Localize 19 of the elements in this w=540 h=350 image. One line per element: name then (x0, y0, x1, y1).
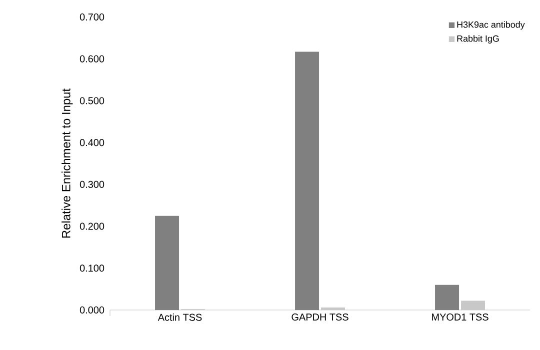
bar (435, 284, 460, 310)
x-tick-label: MYOD1 TSS (432, 314, 488, 321)
y-tick-label: 0.700 (80, 13, 104, 21)
y-tick-label: 0.400 (80, 139, 104, 146)
bar (321, 307, 346, 310)
y-tick-label: 0.500 (80, 97, 104, 104)
y-axis-title: Relative Enrichment to Input (62, 88, 73, 238)
bar (295, 52, 320, 310)
bar (461, 300, 486, 310)
y-tick-label: 0.300 (80, 180, 104, 188)
y-tick-label: 0.000 (80, 306, 104, 314)
bar (155, 216, 180, 310)
legend-label: H3K9ac antibody (457, 21, 525, 30)
y-tick-label: 0.600 (80, 55, 104, 62)
legend-label: Rabbit IgG (457, 35, 499, 44)
y-tick-label: 0.100 (80, 264, 104, 272)
x-tick-label: GAPDH TSS (292, 314, 348, 321)
x-tick-label: Actin TSS (158, 314, 202, 321)
y-tick-label: 0.200 (80, 222, 104, 230)
